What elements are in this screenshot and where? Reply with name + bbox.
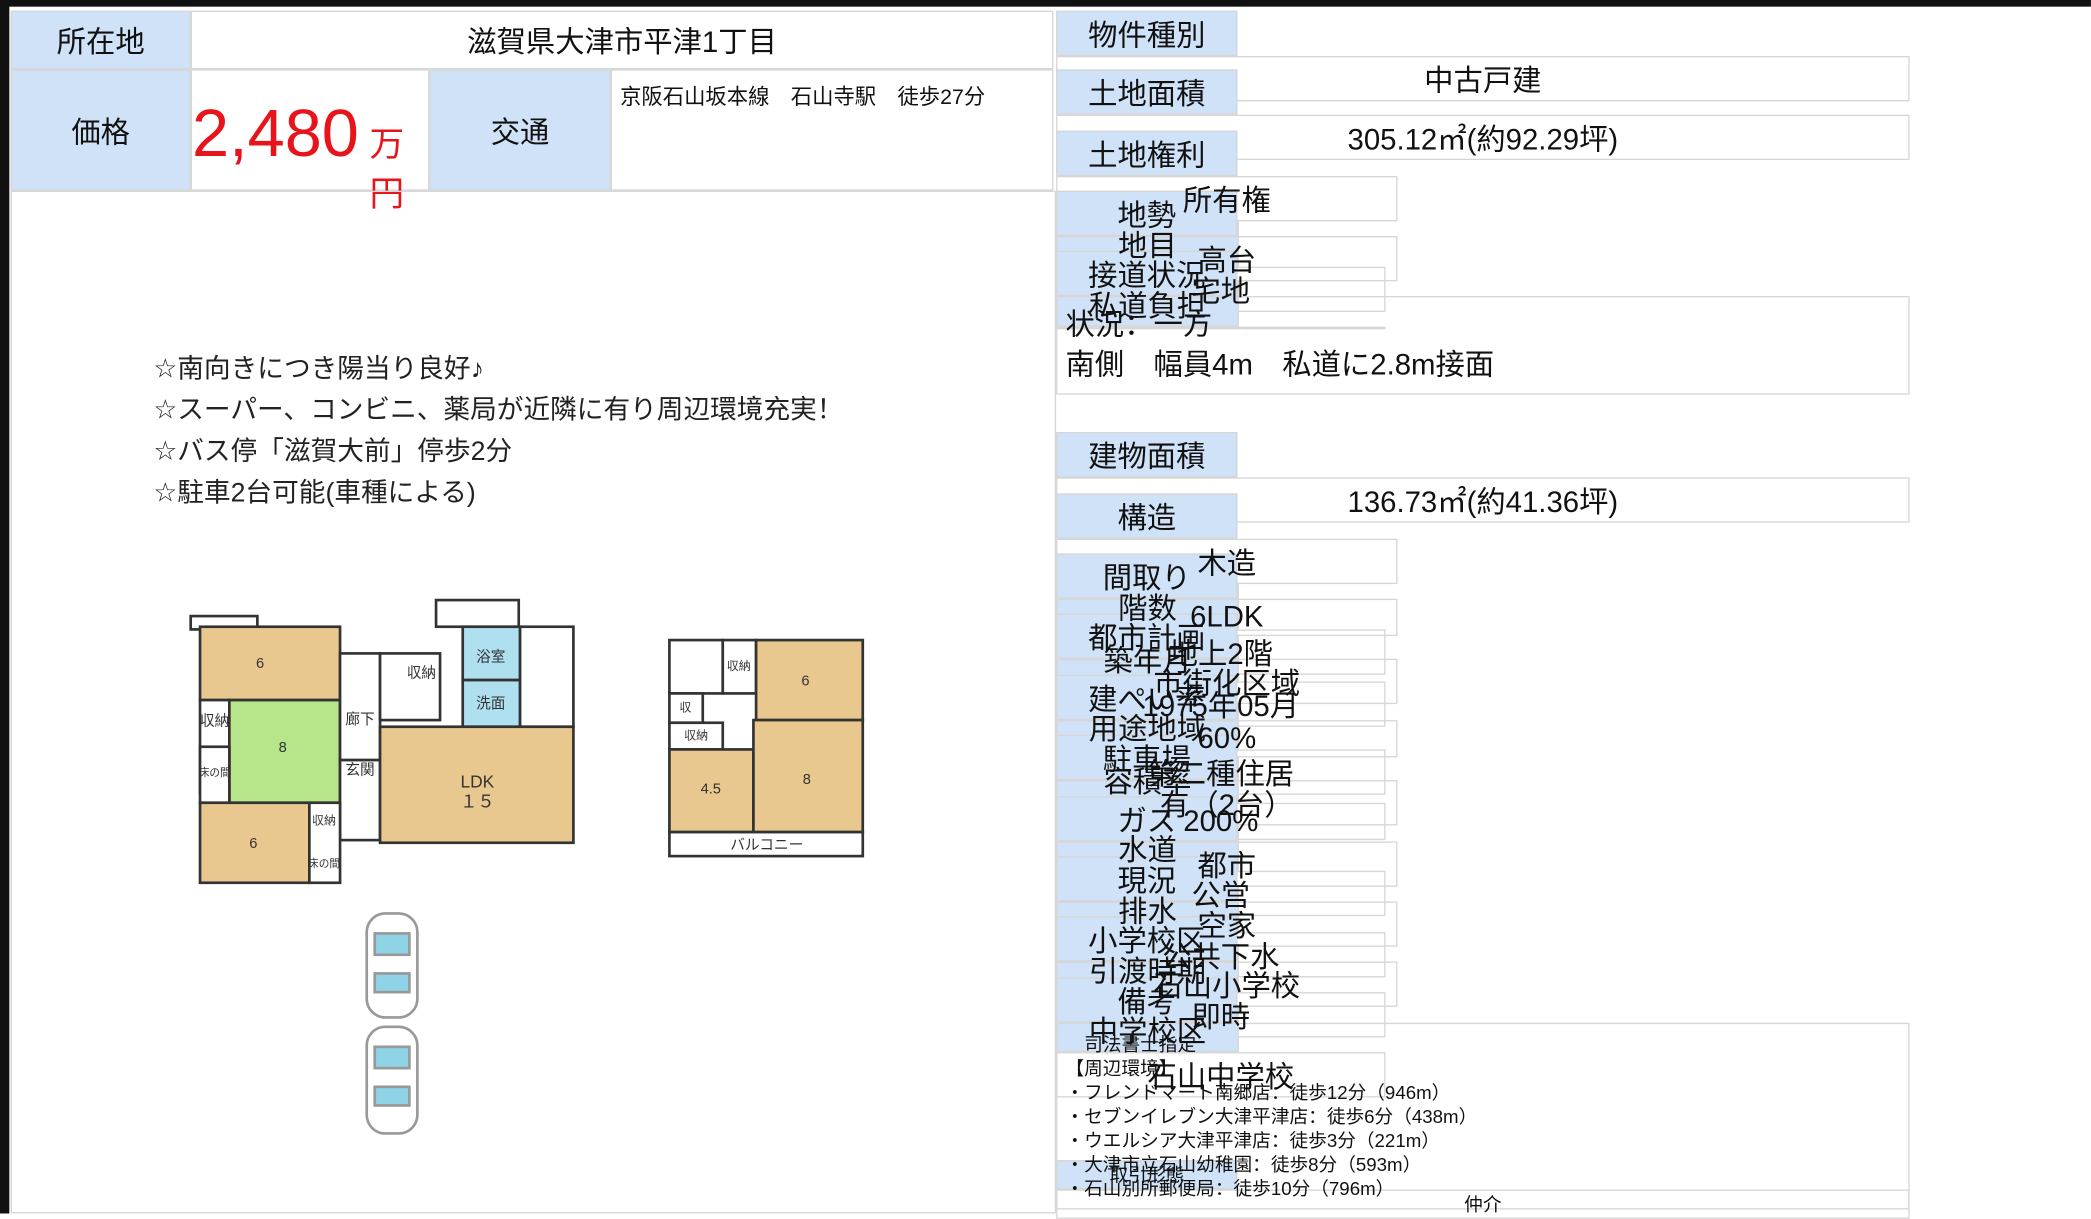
room-label: 収納	[200, 712, 229, 729]
access-label: 交通	[429, 69, 611, 191]
detail-label: ガス	[1056, 796, 1238, 842]
room-label: 浴室	[476, 648, 505, 665]
room-label: バルコニー	[730, 837, 803, 853]
image-area	[10, 190, 1057, 1214]
detail-value: 136.73㎡(約41.36坪)	[1056, 477, 1910, 523]
highlight: ☆スーパー、コンビニ、薬局が近隣に有り周辺環境充実！	[153, 396, 844, 426]
room-label: 収納	[684, 728, 708, 742]
room-label: 玄関	[345, 762, 374, 779]
detail-value: 高台	[1056, 236, 1398, 282]
detail-line: ・セブンイレブン大津平津店：徒歩6分（438m）	[1065, 1105, 1478, 1127]
room-label: 収納	[727, 659, 751, 673]
location: 滋賀県大津市平津1丁目	[190, 10, 1054, 70]
detail-line: 南側 幅員4m 私道に2.8m接面	[1065, 348, 1495, 382]
price-label: 価格	[10, 69, 191, 191]
location-label: 所在地	[10, 10, 191, 70]
room-label: 6	[801, 673, 809, 689]
room-label: 収納	[312, 814, 336, 828]
floor-2	[668, 638, 865, 858]
detail-label: 建ぺい率	[1056, 674, 1238, 721]
detail-line: 【周辺環境】	[1065, 1057, 1178, 1079]
detail-label: 備考	[1056, 977, 1238, 1023]
room-label: 床の間	[199, 766, 231, 779]
room-label: 8	[279, 740, 287, 756]
price: 2,480	[192, 96, 359, 171]
detail-label: 土地面積	[1056, 69, 1238, 115]
room-label: 6	[249, 836, 257, 852]
room-label: 収納	[407, 664, 436, 681]
details-table: 物件種別中古戸建土地面積305.12㎡(約92.29坪)土地権利所有権地目宅地地…	[1056, 10, 2091, 1219]
detail-value: 司法書士指定 【周辺環境】 ・フレンドマート南郷店：徒歩12分（946m） ・セブンイ…	[1056, 1022, 1910, 1210]
room-label: 床の間	[308, 857, 340, 870]
detail-line: 司法書士指定	[1084, 1033, 1197, 1055]
detail-label: 土地権利	[1056, 130, 1238, 177]
highlight: ☆駐車2台可能(車種による)	[153, 478, 476, 509]
room-label: 8	[803, 772, 811, 788]
detail-label: 物件種別	[1056, 10, 1238, 57]
detail-line: ・フレンドマート南郷店：徒歩12分（946m）	[1065, 1081, 1451, 1103]
highlight: ☆南向きにつき陽当り良好♪	[153, 354, 484, 385]
room-label: 収	[679, 700, 691, 714]
detail-label: 小学校区	[1056, 916, 1238, 962]
floor-plan: 6 収納 8 床の間 廊下 収納 玄関 浴室 洗面 LDK １５ 6 収納 床の…	[189, 598, 865, 1135]
detail-label: 構造	[1056, 493, 1238, 539]
detail-line: 状況：一方	[1065, 308, 1213, 342]
detail-value: 状況：一方南側 幅員4m 私道に2.8m接面	[1056, 296, 1910, 395]
price-unit: 万円	[369, 124, 405, 214]
detail-label: 駐車場	[1056, 734, 1238, 781]
detail-line: ・ウエルシア大津平津店：徒歩3分（221m）	[1065, 1129, 1440, 1151]
details-row: 備考 司法書士指定 【周辺環境】 ・フレンドマート南郷店：徒歩12分（946m） ・セブ…	[1056, 977, 2091, 1210]
detail-label: 取引形態	[1056, 1160, 1238, 1190]
room-label: 4.5	[701, 781, 721, 797]
details-row: 土地面積 305.12㎡(約92.29坪)	[1056, 69, 2091, 161]
left-border	[0, 0, 10, 1214]
detail-label: 現況	[1056, 856, 1238, 902]
detail-value: 中古戸建	[1056, 56, 1910, 102]
highlight: ☆バス停「滋賀大前」停歩2分	[153, 437, 513, 467]
access: 京阪石山坂本線 石山寺駅 徒歩27分	[610, 69, 1054, 191]
details-row: 接道状況 状況：一方 南側 幅員4m 私道に2.8m接面	[1056, 250, 2091, 432]
detail-value: 石山中学校	[1056, 1052, 1386, 1098]
top-border	[0, 0, 2091, 7]
room-label: 廊下	[345, 711, 374, 728]
details-row: 物件種別 中古戸建	[1056, 10, 2091, 102]
details-row: 建物面積 136.73㎡(約41.36坪)	[1056, 432, 2091, 523]
floor-1	[189, 598, 575, 885]
price-cell: 2,480 万円	[190, 69, 430, 213]
room-label: １５	[460, 791, 495, 811]
detail-label: 地勢	[1056, 190, 1238, 237]
room-label: LDK	[461, 771, 495, 791]
room-label: 洗面	[476, 695, 505, 712]
detail-label: 建物面積	[1056, 432, 1238, 478]
room-label: 6	[256, 656, 264, 672]
parking	[365, 912, 419, 1135]
